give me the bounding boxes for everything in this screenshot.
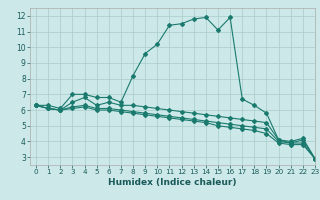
X-axis label: Humidex (Indice chaleur): Humidex (Indice chaleur) xyxy=(108,178,237,187)
